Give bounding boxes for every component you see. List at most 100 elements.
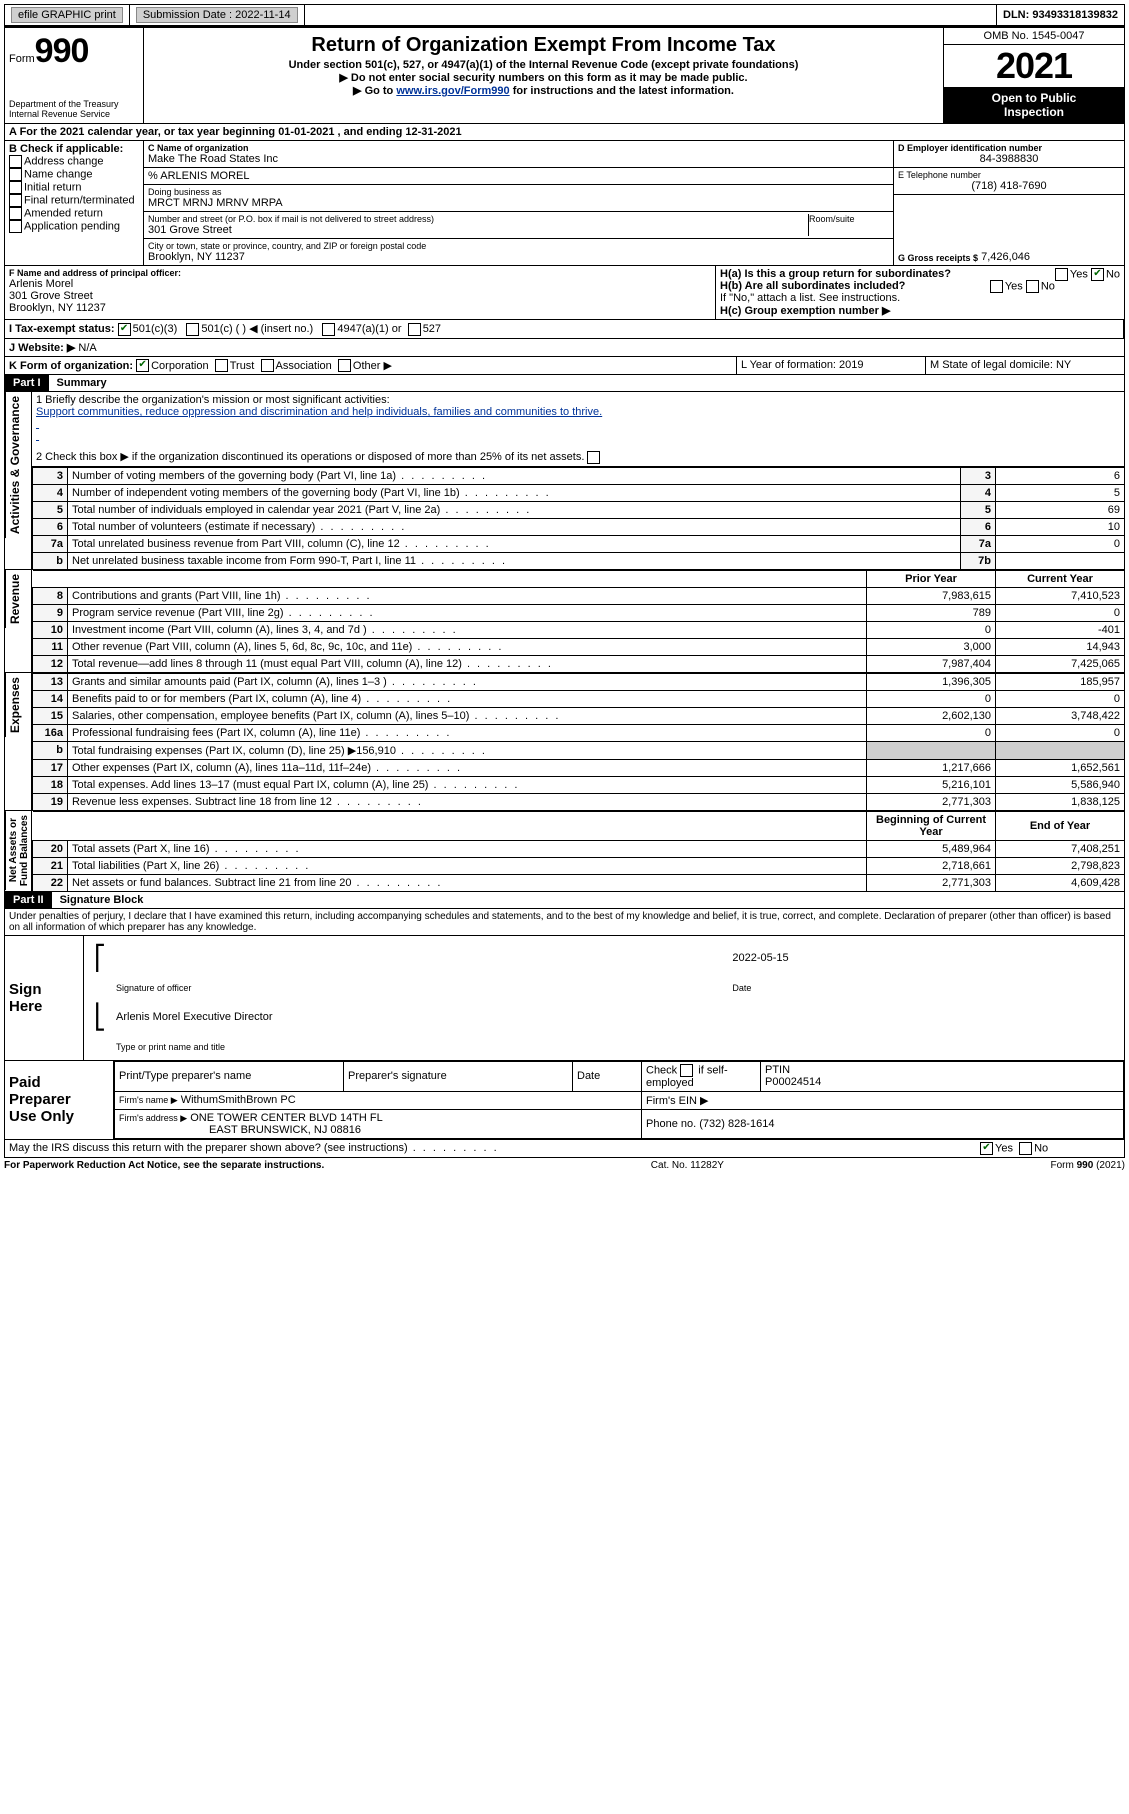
i-4947[interactable] [322, 323, 335, 336]
careof: % ARLENIS MOREL [144, 168, 893, 185]
line-text: Other revenue (Part VIII, column (A), li… [68, 638, 867, 655]
phone-value: (718) 418-7690 [898, 180, 1120, 192]
dba-value: MRCT MRNJ MRNV MRPA [148, 197, 889, 209]
sig-date-label: Date [728, 979, 1118, 997]
section-e-label: E Telephone number [898, 170, 1120, 180]
current-value: 4,609,428 [996, 874, 1125, 891]
b-opt-checkbox[interactable] [9, 181, 22, 194]
section-i-label: I Tax-exempt status: [9, 323, 115, 335]
hb-no[interactable] [1026, 280, 1039, 293]
prior-value: 7,983,615 [867, 587, 996, 604]
part2-declaration: Under penalties of perjury, I declare th… [4, 909, 1125, 936]
b-opt-checkbox[interactable] [9, 194, 22, 207]
firm-phone-label: Phone no. [646, 1118, 696, 1130]
sign-date: 2022-05-15 [728, 940, 1118, 977]
officer-city: Brooklyn, NY 11237 [9, 302, 711, 314]
k-opt-label: Trust [230, 360, 255, 372]
sign-bracket-icon: ⎡ [90, 940, 110, 977]
form-title: Return of Organization Exempt From Incom… [150, 34, 937, 57]
b-opt-label: Application pending [24, 220, 120, 232]
footer-right: Form 990 (2021) [1051, 1160, 1125, 1171]
form-note-2b: for instructions and the latest informat… [510, 85, 734, 97]
tax-year: 2021 [944, 45, 1124, 87]
dept-label: Department of the Treasury Internal Reve… [9, 99, 139, 119]
prior-value: 0 [867, 621, 996, 638]
k-opt-label: Corporation [151, 360, 208, 372]
current-value: 5,586,940 [996, 776, 1125, 793]
line-value [996, 552, 1125, 569]
line-text: Contributions and grants (Part VIII, lin… [68, 587, 867, 604]
line-text: Total liabilities (Part X, line 26) [68, 857, 867, 874]
side-governance: Activities & Governance [5, 392, 24, 538]
k-opt-checkbox[interactable] [261, 359, 274, 372]
form-number: 990 [35, 32, 89, 70]
prep-sig-hdr: Preparer's signature [344, 1061, 573, 1091]
expenses-table: 13Grants and similar amounts paid (Part … [32, 673, 1125, 811]
line-text: Total revenue—add lines 8 through 11 (mu… [68, 655, 867, 672]
k-opt-checkbox[interactable] [136, 359, 149, 372]
irs-link[interactable]: www.irs.gov/Form990 [396, 85, 509, 97]
prior-value: 2,771,303 [867, 793, 996, 810]
q1-blank1 [36, 418, 1120, 430]
b-opt-checkbox[interactable] [9, 207, 22, 220]
section-j-label: J Website: ▶ [9, 342, 75, 354]
current-value: 7,410,523 [996, 587, 1125, 604]
i-501c3[interactable] [118, 323, 131, 336]
firm-addr-label: Firm's address ▶ [119, 1113, 187, 1123]
i-527[interactable] [408, 323, 421, 336]
side-revenue: Revenue [5, 570, 24, 628]
sign-bracket-icon2: ⎣ [90, 999, 110, 1036]
line-text: Number of independent voting members of … [68, 484, 961, 501]
line-text: Salaries, other compensation, employee b… [68, 707, 867, 724]
part1-name: Summary [49, 377, 107, 389]
b-opt-checkbox[interactable] [9, 220, 22, 233]
line-text: Other expenses (Part IX, column (A), lin… [68, 759, 867, 776]
netassets-table: Beginning of Current YearEnd of Year20To… [32, 811, 1125, 892]
line-text: Investment income (Part VIII, column (A)… [68, 621, 867, 638]
line-text: Number of voting members of the governin… [68, 467, 961, 484]
b-opt-label: Address change [24, 155, 104, 167]
efile-button[interactable]: efile GRAPHIC print [11, 7, 123, 23]
b-opt-checkbox[interactable] [9, 155, 22, 168]
i-501c[interactable] [186, 323, 199, 336]
sig-officer-label: Signature of officer [112, 979, 726, 997]
k-opt-label: Other ▶ [353, 360, 392, 372]
ha-no[interactable] [1091, 268, 1104, 281]
part2-bar: Part II [5, 892, 52, 908]
ptin-value: P00024514 [765, 1076, 1119, 1088]
street-value: 301 Grove Street [148, 224, 808, 236]
firm-name: WithumSmithBrown PC [181, 1094, 296, 1106]
k-opt-label: Association [276, 360, 332, 372]
officer-street: 301 Grove Street [9, 290, 711, 302]
sign-here-label: Sign Here [5, 936, 84, 1060]
top-bar: efile GRAPHIC print Submission Date : 20… [4, 4, 1125, 26]
dln-label: DLN: [1003, 9, 1029, 21]
hb-yes[interactable] [990, 280, 1003, 293]
h-a: H(a) Is this a group return for subordin… [720, 268, 951, 280]
omb-number: OMB No. 1545-0047 [944, 28, 1124, 45]
prior-value: 5,216,101 [867, 776, 996, 793]
side-netassets: Net Assets orFund Balances [5, 811, 32, 890]
q2: 2 Check this box ▶ if the organization d… [36, 451, 584, 463]
current-value: 7,425,065 [996, 655, 1125, 672]
submission-date-button[interactable]: Submission Date : 2022-11-14 [136, 7, 298, 23]
b-opt-label: Initial return [24, 181, 81, 193]
b-opt-label: Amended return [24, 207, 103, 219]
b-opt-checkbox[interactable] [9, 168, 22, 181]
section-d-label: D Employer identification number [898, 143, 1120, 153]
k-opt-checkbox[interactable] [338, 359, 351, 372]
q1-blank2 [36, 430, 1120, 442]
selfemp-checkbox[interactable] [680, 1064, 693, 1077]
form-note-1: ▶ Do not enter social security numbers o… [150, 71, 937, 84]
prior-value: 0 [867, 724, 996, 741]
k-opt-checkbox[interactable] [215, 359, 228, 372]
line-text: Total fundraising expenses (Part IX, col… [68, 741, 867, 759]
discuss-yes[interactable] [980, 1142, 993, 1155]
discuss-no[interactable] [1019, 1142, 1032, 1155]
line-value: 5 [996, 484, 1125, 501]
q2-checkbox[interactable] [587, 451, 600, 464]
line-text: Total number of volunteers (estimate if … [68, 518, 961, 535]
ha-yes[interactable] [1055, 268, 1068, 281]
line-value: 10 [996, 518, 1125, 535]
prior-value: 5,489,964 [867, 840, 996, 857]
